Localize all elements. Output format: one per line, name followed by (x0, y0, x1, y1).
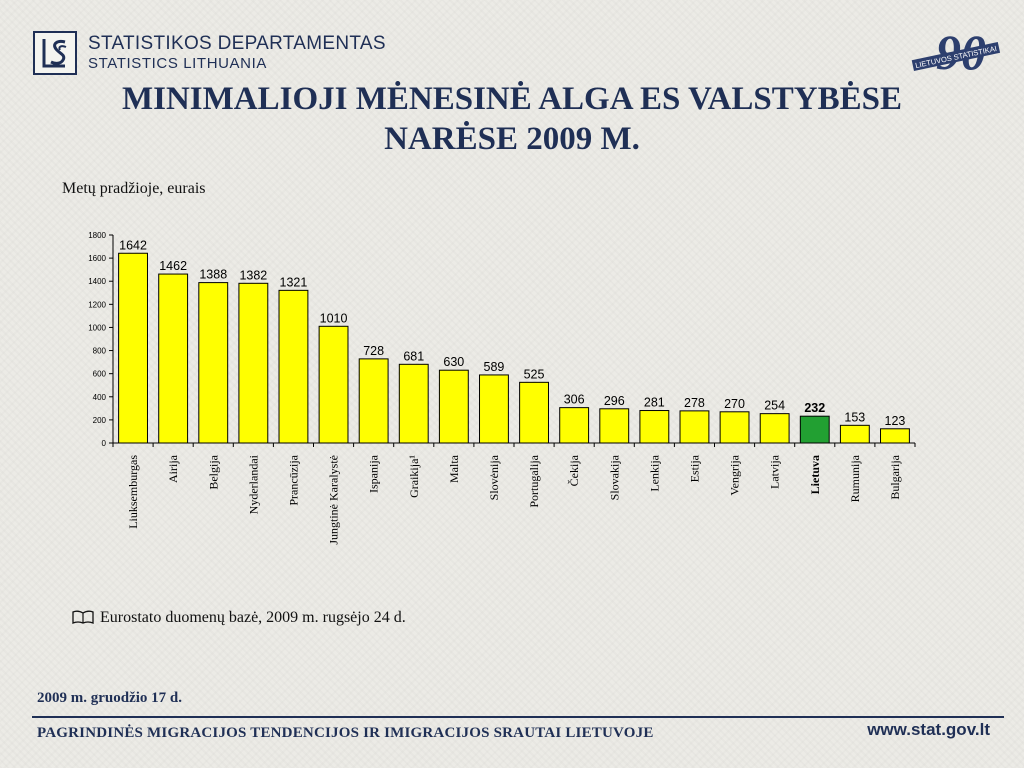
y-tick-label: 1200 (88, 300, 106, 309)
website-link[interactable]: www.stat.gov.lt (867, 720, 990, 739)
page-title-line2: NARĖSE 2009 M. (384, 121, 640, 157)
y-tick-label: 1400 (88, 277, 106, 286)
data-label: 1321 (280, 275, 308, 289)
bar (158, 273, 189, 444)
bar (799, 415, 830, 444)
source-text: Eurostato duomenų bazė, 2009 m. rugsėjo … (100, 609, 406, 626)
data-label: 281 (644, 396, 665, 410)
category-label: Liuksemburgas (126, 455, 140, 529)
footer-title: PAGRINDINĖS MIGRACIJOS TENDENCIJOS IR IM… (37, 725, 654, 741)
footer-divider (32, 716, 1004, 718)
data-label: 270 (724, 397, 745, 411)
category-label: Airija (166, 454, 180, 483)
bar (118, 252, 148, 444)
category-label: Slovėnija (487, 454, 501, 500)
source-note: Eurostato duomenų bazė, 2009 m. rugsėjo … (72, 609, 406, 627)
data-label: 1010 (320, 311, 348, 325)
category-label: Lenkija (647, 454, 661, 491)
category-label: Latvija (768, 454, 782, 489)
bar (559, 407, 590, 444)
bar (198, 282, 229, 444)
bar (318, 325, 349, 444)
category-label: Estija (687, 454, 701, 482)
data-label: 1388 (199, 268, 227, 282)
book-icon (72, 610, 94, 624)
category-label: Malta (447, 454, 461, 483)
bar (759, 413, 790, 444)
y-tick-label: 400 (93, 393, 107, 402)
category-label: Slovakija (607, 454, 621, 500)
bar (719, 411, 750, 444)
data-label: 254 (764, 399, 785, 413)
publication-date: 2009 m. gruodžio 17 d. (37, 690, 183, 706)
y-tick-label: 200 (93, 416, 107, 425)
page-title: MINIMALIOJI MĖNESINĖ ALGA ES VALSTYBĖSE (121, 81, 902, 117)
chart-subtitle: Metų pradžioje, eurais (62, 180, 206, 197)
category-label: Nyderlandai (246, 454, 260, 514)
category-label: Jungtinė Karalystė (327, 455, 341, 545)
data-label: 630 (443, 355, 464, 369)
bar-chart: 0 200 400 600 800 1000 1200 1400 1600 1800 1642 Liu… (88, 231, 916, 545)
data-label: 153 (844, 410, 865, 424)
data-label: 1382 (239, 268, 267, 282)
y-tick-label: 600 (93, 370, 107, 379)
data-label: 278 (684, 396, 705, 410)
bar (238, 282, 269, 444)
y-tick-label: 800 (93, 347, 107, 356)
data-label: 525 (524, 367, 545, 381)
bar (358, 358, 389, 444)
category-label: Ispanija (367, 454, 381, 493)
data-label: 1462 (159, 259, 187, 273)
data-label: 728 (363, 344, 384, 358)
org-name-english: STATISTICS LITHUANIA (88, 55, 267, 72)
data-label: 306 (564, 393, 585, 407)
anniversary-emblem: 90 LIETUVOS STATISTIKAI (911, 27, 1001, 77)
category-label: Vengrija (728, 454, 742, 495)
bar (599, 408, 630, 444)
y-tick-label: 1600 (88, 254, 106, 263)
category-label: Čekija (567, 454, 581, 486)
category-label: Bulgarija (888, 454, 902, 499)
statistics-logo (33, 31, 77, 75)
category-label: Prancūzija (286, 454, 300, 505)
y-tick-label: 1000 (88, 323, 106, 332)
data-label: 232 (804, 401, 825, 415)
category-label: Graikija¹ (407, 455, 421, 498)
data-label: 123 (885, 414, 906, 428)
y-tick-label: 1800 (88, 231, 106, 240)
category-label: Belgija (206, 454, 220, 489)
bar (880, 428, 910, 444)
category-label: Rumunija (848, 454, 862, 502)
category-label: Lietuva (808, 455, 822, 494)
data-label: 1642 (119, 238, 147, 252)
bar (278, 289, 309, 444)
bar (679, 410, 710, 444)
bar (438, 369, 469, 444)
category-label: Portugalija (527, 454, 541, 507)
bar (839, 424, 870, 444)
y-tick-label: 0 (102, 439, 107, 448)
data-label: 589 (484, 360, 505, 374)
bar (639, 410, 670, 444)
org-name: STATISTIKOS DEPARTAMENTAS (88, 33, 386, 54)
bar (519, 381, 549, 444)
data-label: 296 (604, 394, 625, 408)
bar (479, 374, 509, 444)
data-label: 681 (403, 349, 424, 363)
bar (398, 363, 429, 444)
